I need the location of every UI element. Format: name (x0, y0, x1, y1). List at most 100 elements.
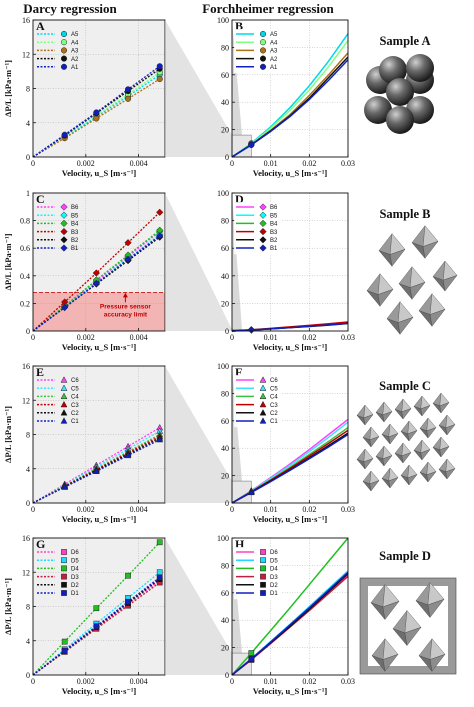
legend-marker-c2 (60, 409, 68, 416)
y-tick-label: 0 (26, 153, 30, 162)
y-tick-label: 100 (217, 362, 229, 371)
legend-label-d5: D5 (71, 558, 79, 564)
legend-marker-c1 (259, 417, 267, 424)
x-tick-label: 0 (230, 677, 234, 686)
octahedron-icon (415, 581, 445, 619)
legend-marker-d5 (61, 557, 67, 564)
legend-label-a4: A4 (71, 40, 79, 46)
legend-label-b6: B6 (71, 205, 79, 211)
zoom-wedge (232, 193, 252, 331)
y-tick-label: 60 (221, 589, 229, 598)
octahedron-icon (418, 293, 446, 327)
y-tick-label: 100 (217, 16, 229, 25)
legend-label-a3: A3 (270, 49, 278, 55)
data-point-b1 (61, 303, 69, 312)
legend-label-c3: C3 (270, 403, 278, 409)
legend-label-c4: C4 (71, 395, 79, 401)
octahedron-icon (381, 467, 399, 489)
legend-label-c1: C1 (270, 419, 278, 425)
octahedron-icon (366, 273, 394, 307)
octahedron-icon (386, 301, 414, 335)
legend-marker-d5 (260, 557, 266, 564)
octahedron-icon (419, 417, 437, 439)
x-tick-label: 0.01 (264, 505, 278, 514)
x-tick-label: 0 (31, 505, 35, 514)
x-tick-label: 0 (230, 333, 234, 342)
sensor-arrowhead (122, 292, 128, 298)
legend-marker-c1 (60, 417, 68, 424)
y-tick-label: 0 (225, 499, 229, 508)
data-point-d4 (156, 539, 163, 546)
x-tick-label: 0.02 (302, 677, 316, 686)
legend-label-b1: B1 (71, 246, 79, 252)
data-point-c1 (247, 488, 255, 496)
legend-marker-d4 (260, 565, 266, 572)
data-point-d5 (156, 569, 163, 576)
y-axis-label: ΔP/L [kPa·m⁻¹] (3, 233, 13, 290)
legend-marker-c5 (259, 384, 267, 391)
data-point-b3 (124, 239, 132, 247)
x-tick-label: 0.02 (302, 333, 316, 342)
panel-label: F (235, 365, 242, 379)
legend-label-d6: D6 (71, 550, 79, 556)
data-point-b1 (92, 279, 101, 288)
legend-label-b3: B3 (270, 230, 278, 236)
data-point-d4 (248, 650, 255, 656)
legend-marker-b4 (60, 219, 68, 228)
y-tick-label: 1 (26, 189, 30, 198)
octahedron-icon (394, 398, 412, 420)
legend-label-a1: A1 (270, 65, 278, 71)
legend-marker-a3 (60, 47, 68, 54)
x-tick-label: 0.004 (130, 505, 148, 514)
x-tick-label: 0.01 (264, 677, 278, 686)
x-tick-label: 0.01 (264, 333, 278, 342)
x-axis-label: Velocity, u_S [m·s⁻¹] (62, 686, 137, 696)
data-point-b1 (124, 255, 132, 263)
legend-marker-d1 (260, 590, 266, 596)
octahedron-icon (371, 638, 399, 672)
data-point-d4 (125, 572, 131, 579)
octahedron-icon (432, 392, 450, 414)
y-tick-label: 8 (26, 603, 30, 612)
sample-d-illustration: Sample D (359, 549, 457, 675)
legend-label-b5: B5 (71, 213, 79, 219)
legend-marker-d2 (61, 581, 67, 588)
legend-label-b2: B2 (270, 238, 278, 244)
legend-marker-b5 (60, 211, 68, 219)
zoom-connector (165, 20, 232, 157)
data-point-a1 (248, 141, 255, 148)
x-tick-label: 0.002 (77, 159, 95, 168)
legend-label-d1: D1 (270, 591, 278, 597)
y-tick-label: 100 (217, 189, 229, 198)
legend: C6 C5 C4 C3 C2 C1 (37, 376, 79, 425)
data-point-d1 (248, 656, 255, 662)
legend-label-d3: D3 (71, 575, 79, 581)
x-tick-label: 0.03 (341, 159, 355, 168)
chart-panel-f: 0 0.01 0.02 0.03 0 20 40 60 80 100 Velocity, u_S [… (165, 362, 355, 524)
legend-label-b1: B1 (270, 246, 278, 252)
panel-label: G (36, 537, 45, 551)
legend: D6 D5 D4 D3 D2 D1 (234, 547, 282, 600)
axes-frame (231, 537, 349, 676)
legend-marker-a5 (60, 30, 68, 38)
data-point-b3 (156, 208, 164, 216)
sample-a-title: Sample A (379, 34, 430, 48)
x-tick-label: 0 (31, 159, 35, 168)
legend-label-d2: D2 (270, 583, 278, 589)
y-axis-label: ΔP/L [kPa·m⁻¹] (3, 578, 13, 635)
legend-marker-b6 (259, 203, 267, 211)
legend-marker-c2 (259, 409, 267, 416)
legend-label-c2: C2 (71, 411, 79, 417)
legend-box (234, 547, 282, 600)
octahedron-icon (438, 458, 456, 480)
legend-label-a1: A1 (71, 65, 79, 71)
y-tick-label: 0.4 (20, 272, 30, 281)
x-tick-label: 0.002 (77, 677, 95, 686)
y-tick-label: 40 (221, 98, 229, 107)
legend-marker-d6 (61, 549, 67, 555)
x-tick-label: 0 (31, 677, 35, 686)
x-tick-label: 0.004 (130, 159, 148, 168)
y-tick-label: 80 (221, 43, 229, 52)
legend-label-a4: A4 (270, 40, 278, 46)
chart-panel-a: 0 0.002 0.004 0 4 8 12 16 Velocity, u_S [m·s⁻¹] Δ… (3, 16, 166, 178)
